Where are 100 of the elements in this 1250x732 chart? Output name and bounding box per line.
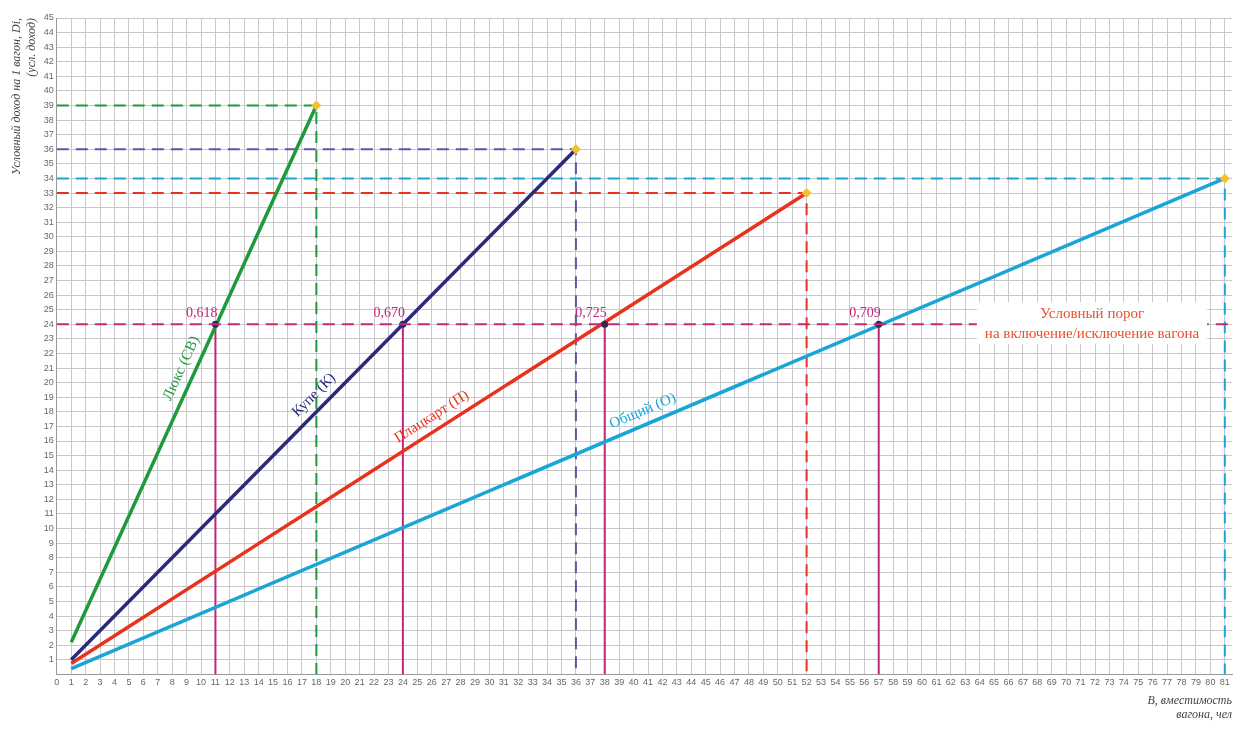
x-tick-label: 46 <box>715 677 726 688</box>
x-tick-label: 81 <box>1219 677 1230 688</box>
y-tick-label: 35 <box>43 158 54 169</box>
y-tick-label: 42 <box>43 56 54 67</box>
x-tick-label: 23 <box>383 677 394 688</box>
x-tick-label: 8 <box>169 677 175 688</box>
y-tick-label: 13 <box>43 479 54 490</box>
x-tick-label: 78 <box>1176 677 1187 688</box>
x-axis-title: B, вместимость вагона, чел <box>1147 692 1233 721</box>
x-tick-label: 49 <box>758 677 769 688</box>
x-tick-label: 69 <box>1046 677 1057 688</box>
x-tick-label: 67 <box>1017 677 1028 688</box>
y-tick-label: 19 <box>43 391 54 402</box>
x-tick-label: 45 <box>700 677 711 688</box>
y-tick-label: 29 <box>43 245 54 256</box>
x-tick-label: 41 <box>643 677 654 688</box>
x-tick-label: 65 <box>989 677 1000 688</box>
x-tick-label: 25 <box>412 677 423 688</box>
x-tick-label: 35 <box>556 677 567 688</box>
annotation: 0,725 <box>575 304 607 320</box>
y-tick-label: 26 <box>43 289 54 300</box>
y-tick-label: 38 <box>43 114 54 125</box>
x-tick-label: 28 <box>455 677 466 688</box>
x-tick-label: 3 <box>97 677 103 688</box>
x-tick-label: 36 <box>570 677 581 688</box>
y-tick-label: 7 <box>48 566 54 577</box>
x-tick-label: 57 <box>873 677 884 688</box>
x-tick-label: 34 <box>542 677 553 688</box>
x-tick-label: 7 <box>155 677 161 688</box>
y-tick-label: 36 <box>43 143 54 154</box>
y-tick-label: 18 <box>43 406 54 417</box>
y-tick-label: 41 <box>43 70 54 81</box>
x-tick-label: 4 <box>111 677 117 688</box>
x-tick-label: 50 <box>772 677 783 688</box>
y-tick-label: 32 <box>43 202 54 213</box>
y-tick-label: 3 <box>48 625 54 636</box>
x-tick-label: 10 <box>196 677 207 688</box>
y-tick-label: 23 <box>43 333 54 344</box>
x-tick-label: 47 <box>729 677 740 688</box>
y-tick-label: 34 <box>43 172 54 183</box>
x-tick-label: 61 <box>931 677 942 688</box>
x-tick-label: 39 <box>614 677 625 688</box>
x-tick-label: 26 <box>426 677 437 688</box>
x-tick-label: 66 <box>1003 677 1014 688</box>
text: Люкс (СВ) <box>159 333 204 403</box>
point <box>601 320 609 328</box>
x-tick-label: 71 <box>1075 677 1086 688</box>
y-tick-label: 16 <box>43 435 54 446</box>
x-tick-label: 18 <box>311 677 322 688</box>
x-tick-label: 73 <box>1104 677 1115 688</box>
y-tick-label: 5 <box>48 595 54 606</box>
x-tick-label: 33 <box>527 677 538 688</box>
y-tick-label: 33 <box>43 187 54 198</box>
ref-line-label: Условный порог на включение/исключение вагона <box>984 305 1200 342</box>
point <box>1219 173 1230 184</box>
y-tick-label: 15 <box>43 450 54 461</box>
x-tick-label: 5 <box>126 677 132 688</box>
x-tick-label: 31 <box>498 677 509 688</box>
x-tick-label: 44 <box>686 677 697 688</box>
x-tick-label: 51 <box>787 677 798 688</box>
y-tick-label: 40 <box>43 85 54 96</box>
text: Общий (О) <box>606 388 679 433</box>
x-tick-label: 2 <box>83 677 89 688</box>
y-tick-label: 22 <box>43 347 54 358</box>
x-tick-label: 21 <box>354 677 365 688</box>
x-tick-label: 48 <box>743 677 754 688</box>
x-tick-label: 32 <box>513 677 524 688</box>
y-axis-title: Условный доход на 1 вагон, Di, (усл. доход) <box>9 18 38 175</box>
x-tick-label: 38 <box>599 677 610 688</box>
x-tick-label: 42 <box>657 677 668 688</box>
x-tick-label: 75 <box>1133 677 1144 688</box>
x-tick-label: 12 <box>224 677 235 688</box>
x-tick-label: 19 <box>325 677 336 688</box>
y-tick-label: 1 <box>48 654 54 665</box>
x-tick-label: 29 <box>469 677 480 688</box>
y-tick-label: 21 <box>43 362 54 373</box>
x-tick-label: 63 <box>960 677 971 688</box>
x-tick-label: 68 <box>1032 677 1043 688</box>
x-tick-label: 11 <box>210 677 221 688</box>
x-tick-label: 79 <box>1190 677 1201 688</box>
x-tick-label: 27 <box>441 677 452 688</box>
x-tick-label: 24 <box>397 677 408 688</box>
point <box>311 100 322 111</box>
text: Купе (К) <box>288 369 339 421</box>
x-tick-label: 37 <box>585 677 596 688</box>
x-tick-label: 30 <box>484 677 495 688</box>
y-tick-label: 39 <box>43 100 54 110</box>
point <box>801 188 812 199</box>
x-tick-label: 52 <box>801 677 812 688</box>
x-tick-label: 59 <box>902 677 913 688</box>
annotation: 0,670 <box>373 304 405 320</box>
x-tick-label: 72 <box>1090 677 1101 688</box>
point <box>570 144 581 155</box>
x-tick-label: 13 <box>239 677 250 688</box>
x-tick-label: 1 <box>68 677 74 688</box>
x-tick-label: 58 <box>888 677 899 688</box>
y-tick-label: 28 <box>43 260 54 271</box>
y-tick-label: 11 <box>44 508 54 519</box>
y-tick-label: 9 <box>48 537 54 548</box>
x-tick-label: 40 <box>628 677 639 688</box>
